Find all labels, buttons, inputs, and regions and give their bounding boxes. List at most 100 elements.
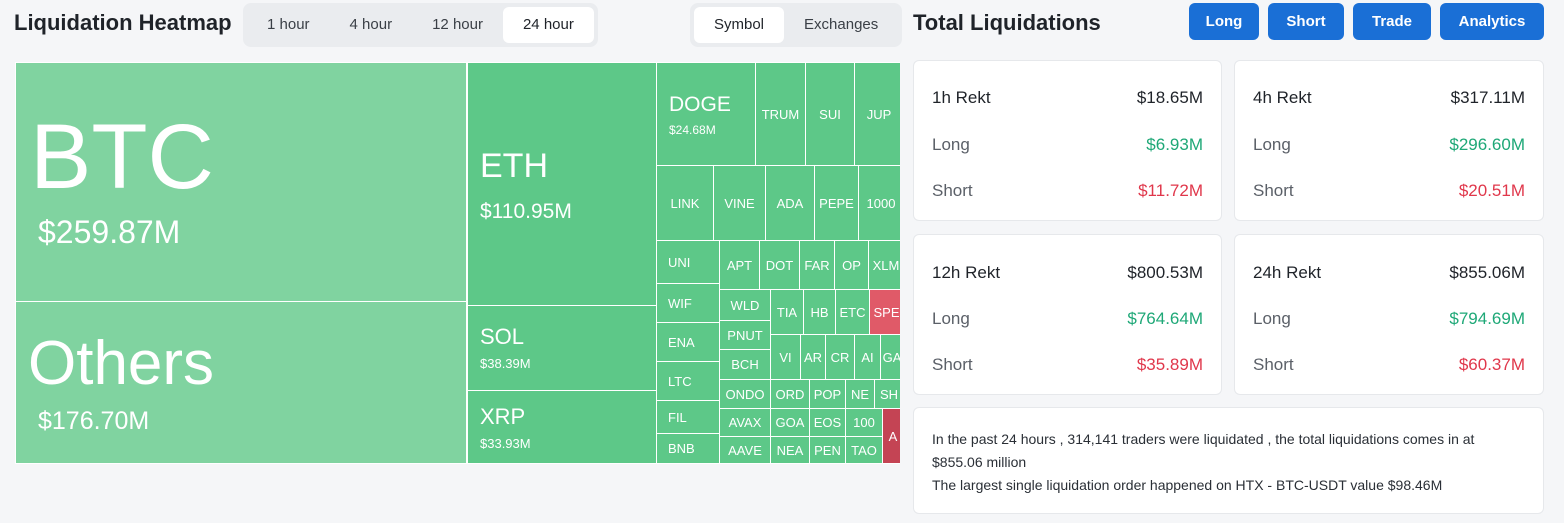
card-24h-rekt: 24h Rekt $855.06M Long $794.69M Short $60.3…: [1234, 234, 1544, 395]
tile-symbol: ETH: [480, 147, 548, 185]
tile-uni[interactable]: UNI: [656, 240, 720, 284]
tile-bch[interactable]: BCH: [719, 349, 771, 380]
tile-symbol: DOGE: [669, 93, 731, 116]
tile-1000[interactable]: 1000: [858, 165, 900, 241]
card-1h-rekt: 1h Rekt $18.65M Long $6.93M Short $11.72M: [913, 60, 1222, 221]
tile-value: $176.70M: [38, 407, 150, 435]
long-label: Long: [932, 135, 970, 154]
tile-xlm[interactable]: XLM: [868, 240, 900, 290]
summary-line-largest: The largest single liquidation order hap…: [932, 477, 1443, 493]
long-label: Long: [1253, 135, 1291, 154]
short-label: Short: [1253, 181, 1294, 200]
tile-sui[interactable]: SUI: [805, 62, 855, 166]
tile-ondo[interactable]: ONDO: [719, 379, 771, 409]
time-option-1h[interactable]: 1 hour: [267, 16, 310, 33]
tile-fil[interactable]: FIL: [656, 400, 720, 434]
tile-ena[interactable]: ENA: [656, 322, 720, 362]
long-value: $6.93M: [1146, 135, 1203, 154]
heatmap-title: Liquidation Heatmap: [14, 10, 232, 35]
long-button[interactable]: Long: [1189, 3, 1259, 40]
card-label: 24h Rekt: [1253, 263, 1322, 282]
card-total: $800.53M: [1127, 263, 1203, 282]
time-option-12h[interactable]: 12 hour: [432, 16, 483, 33]
tile-ltc[interactable]: LTC: [656, 361, 720, 401]
tile-op[interactable]: OP: [834, 240, 869, 290]
tile-value: $24.68M: [669, 123, 716, 137]
card-4h-rekt: 4h Rekt $317.11M Long $296.60M Short $20.51…: [1234, 60, 1544, 221]
tile-wld[interactable]: WLD: [719, 289, 771, 321]
view-option-exchanges[interactable]: Exchanges: [804, 16, 879, 33]
long-value: $296.60M: [1449, 135, 1525, 154]
tile-link[interactable]: LINK: [656, 165, 714, 241]
short-button[interactable]: Short: [1268, 3, 1344, 40]
long-label: Long: [932, 309, 970, 328]
card-12h-rekt: 12h Rekt $800.53M Long $764.64M Short $35.8…: [913, 234, 1222, 395]
card-label: 1h Rekt: [932, 88, 991, 107]
short-value: $11.72M: [1138, 181, 1203, 200]
tile-far[interactable]: FAR: [799, 240, 835, 290]
tile-vine[interactable]: VINE: [713, 165, 766, 241]
tile-jup[interactable]: JUP: [854, 62, 900, 166]
trade-button[interactable]: Trade: [1353, 3, 1431, 40]
tile-vi[interactable]: VI: [770, 334, 801, 380]
tile-tia[interactable]: TIA: [770, 289, 804, 335]
tile-bnb[interactable]: BNB: [656, 433, 720, 464]
tile-ada[interactable]: ADA: [765, 165, 815, 241]
tile-ord[interactable]: ORD: [770, 379, 810, 409]
tile-aave[interactable]: AAVE: [719, 436, 771, 464]
tile-sol[interactable]: SOL $38.39M: [467, 305, 657, 391]
card-total: $855.06M: [1449, 263, 1525, 282]
tile-symbol: XRP: [480, 404, 526, 429]
time-option-24h[interactable]: 24 hour: [502, 7, 594, 43]
card-total: $317.11M: [1450, 88, 1525, 107]
tile-doge[interactable]: DOGE $24.68M: [656, 62, 756, 166]
tile-symbol: SOL: [480, 324, 525, 349]
tile-goa[interactable]: GOA: [770, 408, 810, 437]
tile-pnut[interactable]: PNUT: [719, 320, 771, 350]
tile-etc[interactable]: ETC: [835, 289, 870, 335]
tile-pepe[interactable]: PEPE: [814, 165, 859, 241]
tile-value: $33.93M: [480, 436, 531, 451]
tile-spe[interactable]: SPE: [869, 289, 900, 335]
tile-ai[interactable]: AI: [854, 334, 881, 380]
tile-wif[interactable]: WIF: [656, 283, 720, 323]
time-option-4h[interactable]: 4 hour: [349, 16, 393, 33]
tile-value: $38.39M: [480, 356, 531, 371]
tile-ga[interactable]: GA: [880, 334, 900, 380]
short-label: Short: [1253, 355, 1294, 374]
liquidation-heatmap: BTC $259.87M Others $176.70M ETH $110.95…: [15, 62, 900, 464]
tile-others[interactable]: Others $176.70M: [15, 301, 467, 464]
tile-ar[interactable]: AR: [800, 334, 826, 380]
tile-xrp[interactable]: XRP $33.93M: [467, 390, 657, 464]
tile-cr[interactable]: CR: [825, 334, 855, 380]
tile-symbol: Others: [28, 329, 215, 398]
tile-pen[interactable]: PEN: [809, 436, 846, 464]
tile-hb[interactable]: HB: [803, 289, 836, 335]
tile-eth[interactable]: ETH $110.95M: [467, 62, 657, 306]
tile-apt[interactable]: APT: [719, 240, 760, 290]
tile-avax[interactable]: AVAX: [719, 408, 771, 437]
tile-btc[interactable]: BTC $259.87M: [15, 62, 467, 302]
card-label: 12h Rekt: [932, 263, 1001, 282]
tile-ne[interactable]: NE: [845, 379, 875, 409]
tile-trum[interactable]: TRUM: [755, 62, 806, 166]
tile-nea[interactable]: NEA: [770, 436, 810, 464]
tile-eos[interactable]: EOS: [809, 408, 846, 437]
tile-dot[interactable]: DOT: [759, 240, 800, 290]
tile-pop[interactable]: POP: [809, 379, 846, 409]
view-option-symbol[interactable]: Symbol: [694, 7, 785, 43]
short-value: $20.51M: [1458, 181, 1525, 200]
tile-symbol: BTC: [30, 106, 214, 208]
summary-line-total: In the past 24 hours , 314,141 traders w…: [932, 431, 1475, 470]
short-value: $35.89M: [1136, 355, 1203, 374]
analytics-button[interactable]: Analytics: [1440, 3, 1544, 40]
tile-tao[interactable]: TAO: [845, 436, 883, 464]
tile-sh[interactable]: SH: [874, 379, 900, 409]
view-selector: Symbol Exchanges: [690, 3, 903, 47]
long-label: Long: [1253, 309, 1291, 328]
tile-a[interactable]: A: [882, 408, 900, 464]
short-label: Short: [932, 355, 973, 374]
card-total: $18.65M: [1136, 88, 1203, 107]
tile-100[interactable]: 100: [845, 408, 883, 437]
total-liquidations-title: Total Liquidations: [913, 10, 1101, 35]
